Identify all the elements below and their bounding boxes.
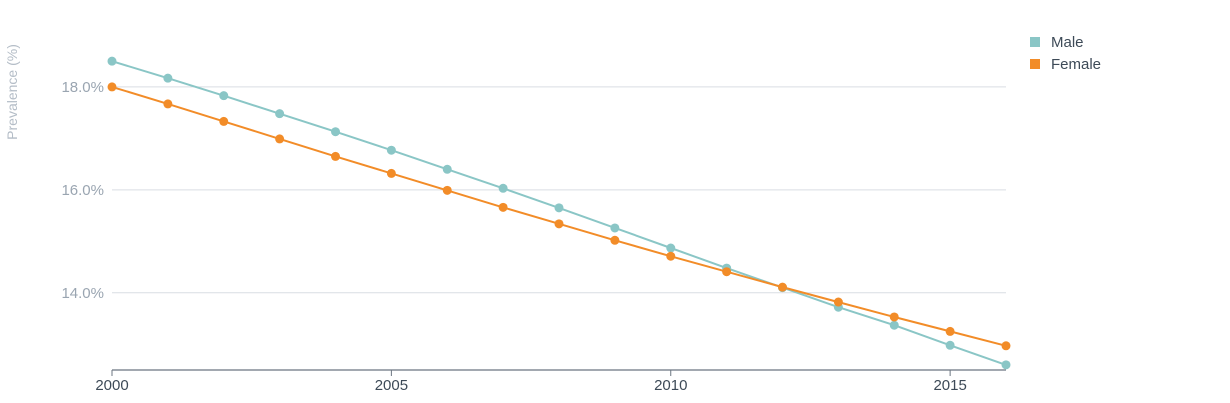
- data-point[interactable]: [610, 235, 620, 245]
- legend-swatch: [1030, 37, 1040, 47]
- data-point[interactable]: [442, 185, 452, 195]
- x-tick-label: 2015: [933, 377, 966, 394]
- x-tick-label: 2005: [375, 377, 408, 394]
- series-male: [107, 56, 1011, 370]
- legend[interactable]: Male Female: [1030, 34, 1101, 73]
- y-tick-label: 14.0%: [61, 285, 104, 302]
- data-point[interactable]: [275, 109, 285, 119]
- y-axis-ticks: 14.0% 16.0% 18.0%: [61, 79, 104, 302]
- data-point[interactable]: [778, 282, 787, 292]
- data-point[interactable]: [1001, 341, 1011, 351]
- data-point[interactable]: [107, 82, 117, 92]
- data-point[interactable]: [666, 243, 676, 253]
- data-point[interactable]: [889, 312, 899, 322]
- data-point[interactable]: [386, 168, 396, 178]
- data-point[interactable]: [889, 320, 899, 330]
- data-point[interactable]: [498, 183, 508, 193]
- legend-label: Male: [1051, 34, 1084, 51]
- series-layer: [107, 56, 1011, 370]
- data-point[interactable]: [219, 116, 229, 126]
- data-point[interactable]: [163, 99, 173, 109]
- data-point[interactable]: [833, 297, 843, 307]
- legend-swatch: [1030, 59, 1040, 69]
- y-tick-label: 16.0%: [61, 182, 104, 199]
- x-axis: 2000 2005 2010 2015: [95, 369, 1006, 394]
- y-tick-label: 18.0%: [61, 79, 104, 96]
- data-point[interactable]: [386, 145, 396, 155]
- data-point[interactable]: [1001, 360, 1011, 370]
- data-point[interactable]: [107, 56, 117, 66]
- legend-label: Female: [1051, 56, 1101, 73]
- x-tick-label: 2000: [95, 377, 128, 394]
- data-point[interactable]: [945, 340, 955, 350]
- series-female: [107, 82, 1011, 351]
- series-line: [111, 60, 1007, 366]
- data-point[interactable]: [331, 127, 340, 137]
- data-point[interactable]: [554, 219, 564, 229]
- data-point[interactable]: [666, 251, 676, 261]
- data-point[interactable]: [219, 91, 229, 101]
- gridlines: [112, 86, 1006, 294]
- x-tick-label: 2010: [654, 377, 687, 394]
- y-axis-title: Prevalence (%): [4, 44, 20, 140]
- data-point[interactable]: [554, 203, 564, 213]
- data-point[interactable]: [610, 223, 620, 233]
- legend-item-male[interactable]: Male: [1030, 34, 1084, 51]
- series-line: [111, 85, 1007, 347]
- data-point[interactable]: [331, 151, 340, 161]
- data-point[interactable]: [163, 73, 173, 83]
- data-point[interactable]: [275, 134, 285, 144]
- data-point[interactable]: [442, 164, 452, 174]
- data-point[interactable]: [498, 202, 508, 212]
- legend-item-female[interactable]: Female: [1030, 56, 1101, 73]
- data-point[interactable]: [945, 326, 955, 336]
- data-point[interactable]: [722, 267, 732, 277]
